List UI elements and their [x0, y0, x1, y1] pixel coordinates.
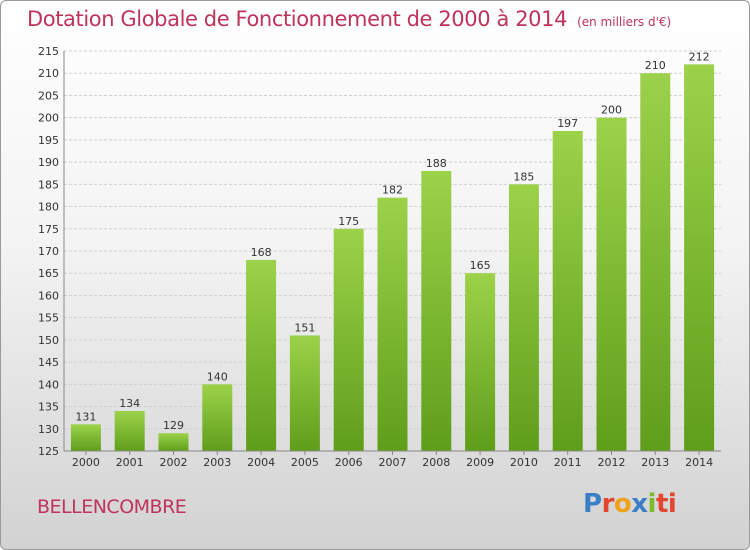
y-tick-label: 155: [38, 312, 59, 325]
bar-2011: [552, 131, 583, 451]
bar-2000: [70, 424, 101, 451]
bar-2003: [202, 384, 233, 451]
value-label: 185: [513, 170, 534, 183]
x-tick-label: 2010: [510, 456, 538, 469]
bar-2002: [158, 433, 189, 451]
bar-2013: [640, 73, 671, 451]
bar-2005: [289, 335, 320, 451]
chart-title-text: Dotation Globale de Fonctionnement de 20…: [27, 7, 568, 31]
value-label: 175: [338, 215, 359, 228]
y-tick-label: 165: [38, 267, 59, 280]
x-tick-label: 2002: [160, 456, 188, 469]
bars: 131 134 129 140 168 151 175 182 188 165 185 197 200 2…: [70, 50, 715, 452]
y-tick-label: 175: [38, 223, 59, 236]
bar-2001: [114, 411, 145, 451]
x-tick-label: 2001: [116, 456, 144, 469]
y-tick-label: 210: [38, 67, 59, 80]
y-tick-label: 125: [38, 445, 59, 458]
bar-2014: [684, 64, 715, 452]
x-tick-label: 2012: [598, 456, 626, 469]
bar-2012: [596, 117, 627, 452]
value-label: 182: [382, 184, 403, 197]
chart-unit: (en milliers d'€): [577, 15, 672, 29]
x-tick-label: 2004: [247, 456, 275, 469]
x-tick-label: 2000: [72, 456, 100, 469]
value-label: 134: [119, 397, 140, 410]
value-label: 165: [470, 259, 491, 272]
x-tick-label: 2003: [203, 456, 231, 469]
value-label: 140: [207, 370, 228, 383]
y-tick-label: 130: [38, 423, 59, 436]
x-tick-label: 2014: [685, 456, 713, 469]
x-tick-label: 2005: [291, 456, 319, 469]
y-tick-label: 195: [38, 134, 59, 147]
value-label: 129: [163, 419, 184, 432]
bar-2006: [333, 228, 364, 451]
y-tick-label: 135: [38, 401, 59, 414]
value-label: 197: [557, 117, 578, 130]
bar-2009: [465, 273, 496, 451]
chart-title: Dotation Globale de Fonctionnement de 20…: [27, 7, 671, 31]
proxiti-logo[interactable]: Proxiti: [583, 489, 677, 519]
y-tick-label: 200: [38, 112, 59, 125]
y-tick-label: 185: [38, 178, 59, 191]
x-tick-label: 2011: [554, 456, 582, 469]
bar-2010: [508, 184, 539, 452]
value-label: 210: [645, 59, 666, 72]
commune-name: BELLENCOMBRE: [37, 496, 187, 518]
y-tick-label: 150: [38, 334, 59, 347]
x-tick-label: 2007: [379, 456, 407, 469]
y-tick-label: 140: [38, 378, 59, 391]
axes: 1251301351401451501551601651701751801851…: [38, 45, 721, 469]
value-label: 188: [426, 157, 447, 170]
x-tick-label: 2013: [641, 456, 669, 469]
value-label: 212: [689, 50, 710, 63]
bar-2007: [377, 197, 408, 451]
value-label: 131: [75, 410, 96, 423]
bar-2008: [421, 171, 452, 451]
bar-2004: [246, 259, 277, 451]
y-tick-label: 145: [38, 356, 59, 369]
y-tick-label: 170: [38, 245, 59, 258]
y-tick-label: 180: [38, 201, 59, 214]
y-tick-label: 190: [38, 156, 59, 169]
y-tick-label: 215: [38, 45, 59, 58]
y-tick-label: 160: [38, 289, 59, 302]
y-tick-label: 205: [38, 89, 59, 102]
value-label: 168: [251, 246, 272, 259]
x-tick-label: 2008: [422, 456, 450, 469]
value-label: 200: [601, 104, 622, 117]
value-label: 151: [294, 321, 315, 334]
x-tick-label: 2009: [466, 456, 494, 469]
x-tick-label: 2006: [335, 456, 363, 469]
